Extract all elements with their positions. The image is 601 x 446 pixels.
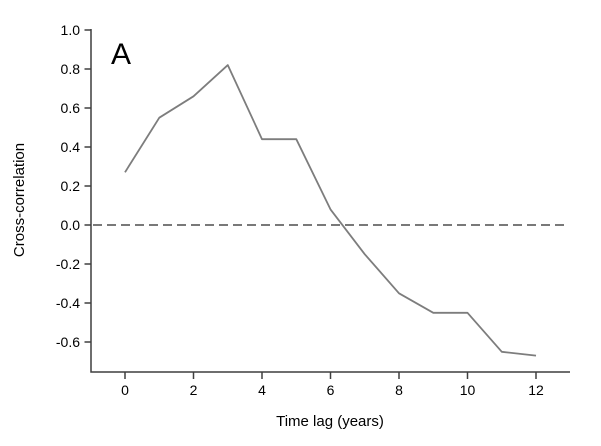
x-tick-label: 8 <box>395 382 403 398</box>
y-tick-label: 0.8 <box>61 61 81 77</box>
x-axis-title: Time lag (years) <box>276 413 384 430</box>
y-tick-label: 0.4 <box>61 139 81 155</box>
y-axis-ticks: 1.0 0.8 0.6 0.4 0.2 0.0 -0.2 -0.4 -0.6 <box>56 22 91 350</box>
y-tick-label: -0.4 <box>56 295 80 311</box>
y-tick-label: 0.2 <box>61 178 81 194</box>
y-tick-label: 0.0 <box>61 217 81 233</box>
x-tick-label: 0 <box>121 382 129 398</box>
y-tick-label: 0.6 <box>61 100 81 116</box>
x-tick-label: 12 <box>528 382 544 398</box>
panel-label: A <box>111 38 131 71</box>
data-line <box>124 64 537 357</box>
y-axis-title: Cross-correlation <box>11 143 28 257</box>
x-tick-label: 6 <box>327 382 335 398</box>
axes <box>90 29 570 373</box>
x-tick-label: 4 <box>258 382 266 398</box>
x-tick-label: 10 <box>460 382 476 398</box>
axis-spines <box>90 29 570 373</box>
x-axis-ticks: 0 2 4 6 8 10 12 <box>121 372 544 398</box>
x-tick-label: 2 <box>190 382 198 398</box>
y-tick-label: 1.0 <box>61 22 81 38</box>
y-tick-label: -0.6 <box>56 334 80 350</box>
y-tick-label: -0.2 <box>56 256 80 272</box>
